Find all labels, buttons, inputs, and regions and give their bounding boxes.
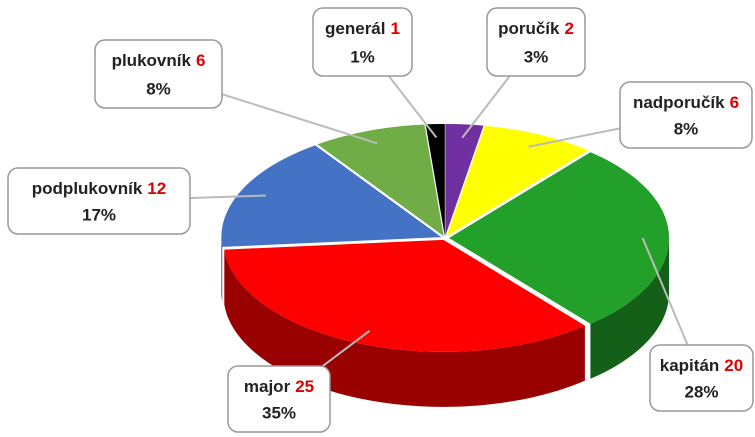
callout-box	[227, 365, 331, 433]
percent-label: 3%	[524, 47, 549, 66]
slice-side	[590, 238, 669, 379]
count-label: 20	[724, 356, 743, 375]
category-name: generál	[325, 19, 385, 38]
callout-box	[312, 7, 413, 77]
callout-box	[7, 167, 191, 235]
callout-box	[649, 344, 754, 412]
percent-label: 35%	[262, 403, 296, 422]
category-name: podplukovník	[32, 179, 143, 198]
count-label: 1	[391, 19, 400, 38]
callout-box	[486, 7, 586, 77]
slice	[425, 123, 445, 236]
callout-box	[619, 81, 753, 149]
category-name: nadporučík	[633, 93, 725, 112]
callout-label: plukovník 6	[112, 51, 206, 70]
count-label: 6	[730, 93, 739, 112]
percent-label: 28%	[684, 382, 718, 401]
percent-label: 17%	[82, 205, 116, 224]
category-name: kapitán	[660, 356, 720, 375]
slice	[224, 239, 585, 352]
slice-side	[221, 237, 223, 302]
category-name: plukovník	[112, 51, 192, 70]
slice	[317, 124, 444, 237]
category-name: poručík	[498, 19, 560, 38]
callout-box	[94, 39, 223, 109]
callout-label: kapitán 20	[660, 356, 743, 375]
percent-label: 1%	[350, 47, 375, 66]
callout-label: nadporučík 6	[633, 93, 739, 112]
callout-label: podplukovník 12	[32, 179, 166, 198]
category-name: major	[244, 377, 291, 396]
callout-label: generál 1	[325, 19, 400, 38]
callout-label: poručík 2	[498, 19, 574, 38]
count-label: 12	[147, 179, 166, 198]
slice	[446, 125, 589, 237]
percent-label: 8%	[674, 119, 699, 138]
callout-label: major 25	[244, 377, 314, 396]
percent-label: 8%	[146, 79, 171, 98]
slice	[445, 123, 484, 236]
count-label: 6	[196, 51, 205, 70]
count-label: 2	[564, 19, 573, 38]
slice	[221, 145, 442, 247]
slice	[449, 152, 669, 324]
count-label: 25	[295, 377, 314, 396]
